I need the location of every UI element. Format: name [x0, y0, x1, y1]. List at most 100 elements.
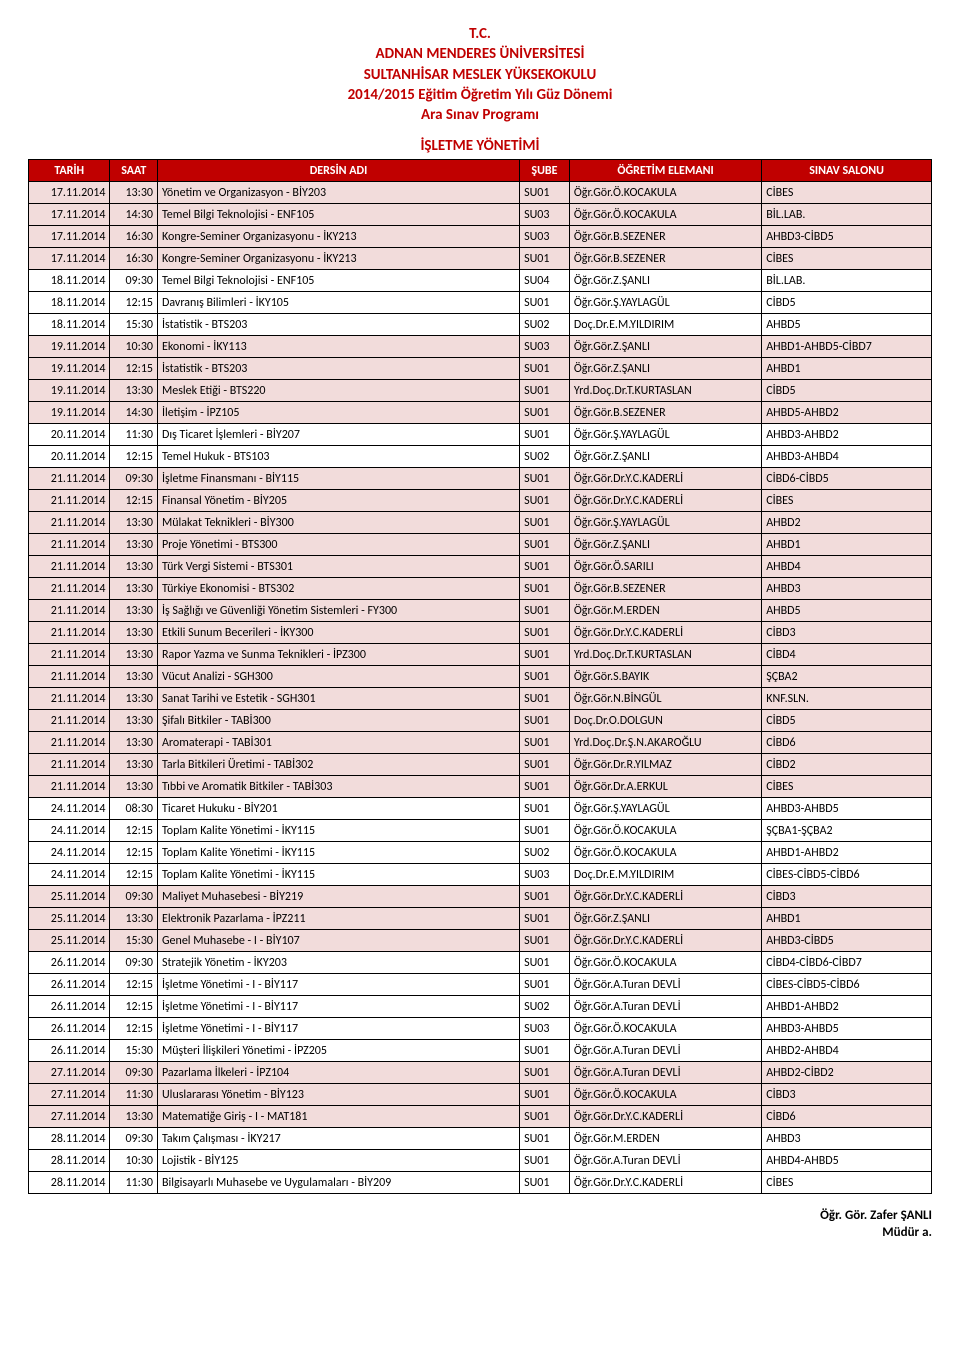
- table-cell: 27.11.2014: [29, 1084, 110, 1106]
- table-cell: Öğr.Gör.Dr.A.ERKUL: [569, 776, 761, 798]
- table-cell: CİBD4-CİBD6-CİBD7: [762, 952, 932, 974]
- table-row: 17.11.201413:30Yönetim ve Organizasyon -…: [29, 182, 932, 204]
- exam-schedule-table: TARİH SAAT DERSİN ADI ŞUBE ÖĞRETİM ELEMA…: [28, 159, 932, 1194]
- table-row: 21.11.201413:30Sanat Tarihi ve Estetik -…: [29, 688, 932, 710]
- table-row: 21.11.201413:30Tarla Bitkileri Üretimi -…: [29, 754, 932, 776]
- table-row: 18.11.201412:15Davranış Bilimleri - İKY1…: [29, 292, 932, 314]
- table-cell: 21.11.2014: [29, 578, 110, 600]
- table-cell: ŞÇBA1-ŞÇBA2: [762, 820, 932, 842]
- table-cell: 17.11.2014: [29, 248, 110, 270]
- table-cell: 12:15: [110, 974, 158, 996]
- table-cell: SU01: [520, 534, 570, 556]
- table-cell: İstatistik - BTS203: [157, 314, 519, 336]
- table-cell: Öğr.Gör.Dr.Y.C.KADERLİ: [569, 886, 761, 908]
- table-cell: SU01: [520, 1128, 570, 1150]
- table-row: 26.11.201415:30Müşteri İlişkileri Yöneti…: [29, 1040, 932, 1062]
- table-row: 25.11.201415:30Genel Muhasebe - I - BİY1…: [29, 930, 932, 952]
- table-cell: 09:30: [110, 1062, 158, 1084]
- table-cell: 16:30: [110, 226, 158, 248]
- table-cell: AHBD3-AHBD5: [762, 1018, 932, 1040]
- table-cell: AHBD5: [762, 314, 932, 336]
- table-cell: SU03: [520, 204, 570, 226]
- table-cell: Yrd.Doç.Dr.Ş.N.AKAROĞLU: [569, 732, 761, 754]
- table-cell: SU02: [520, 446, 570, 468]
- table-cell: SU01: [520, 578, 570, 600]
- table-row: 26.11.201409:30Stratejik Yönetim - İKY20…: [29, 952, 932, 974]
- table-cell: Doç.Dr.E.M.YILDIRIM: [569, 864, 761, 886]
- table-cell: 13:30: [110, 622, 158, 644]
- table-cell: 28.11.2014: [29, 1128, 110, 1150]
- table-cell: 21.11.2014: [29, 600, 110, 622]
- table-row: 26.11.201412:15İşletme Yönetimi - I - Bİ…: [29, 974, 932, 996]
- table-row: 21.11.201413:30Şifalı Bitkiler - TABİ300…: [29, 710, 932, 732]
- table-cell: 13:30: [110, 908, 158, 930]
- table-cell: AHBD2: [762, 512, 932, 534]
- table-cell: İşletme Yönetimi - I - BİY117: [157, 996, 519, 1018]
- table-cell: CİBES: [762, 182, 932, 204]
- table-cell: Takım Çalışması - İKY217: [157, 1128, 519, 1150]
- table-cell: 24.11.2014: [29, 798, 110, 820]
- table-cell: SU02: [520, 314, 570, 336]
- table-row: 18.11.201415:30İstatistik - BTS203SU02Do…: [29, 314, 932, 336]
- table-row: 25.11.201413:30Elektronik Pazarlama - İP…: [29, 908, 932, 930]
- table-cell: 19.11.2014: [29, 402, 110, 424]
- table-cell: 14:30: [110, 204, 158, 226]
- table-cell: Öğr.Gör.Z.ŞANLI: [569, 336, 761, 358]
- footer-title: Müdür a.: [28, 1225, 932, 1242]
- table-cell: SU01: [520, 600, 570, 622]
- table-row: 20.11.201412:15Temel Hukuk - BTS103SU02Ö…: [29, 446, 932, 468]
- table-cell: Öğr.Gör.B.SEZENER: [569, 248, 761, 270]
- table-cell: 21.11.2014: [29, 776, 110, 798]
- table-cell: Öğr.Gör.Ş.YAYLAGÜL: [569, 798, 761, 820]
- table-cell: İşletme Yönetimi - I - BİY117: [157, 974, 519, 996]
- table-cell: Maliyet Muhasebesi - BİY219: [157, 886, 519, 908]
- table-cell: CİBD6: [762, 732, 932, 754]
- table-cell: 12:15: [110, 358, 158, 380]
- table-cell: 18.11.2014: [29, 292, 110, 314]
- table-cell: CİBD5: [762, 380, 932, 402]
- table-cell: AHBD3: [762, 1128, 932, 1150]
- table-cell: Pazarlama İlkeleri - İPZ104: [157, 1062, 519, 1084]
- col-header-salon: SINAV SALONU: [762, 160, 932, 182]
- table-cell: CİBD3: [762, 1084, 932, 1106]
- table-cell: Müşteri İlişkileri Yönetimi - İPZ205: [157, 1040, 519, 1062]
- table-cell: SU01: [520, 1106, 570, 1128]
- table-cell: 25.11.2014: [29, 930, 110, 952]
- table-cell: 24.11.2014: [29, 842, 110, 864]
- table-cell: 16:30: [110, 248, 158, 270]
- table-cell: Türk Vergi Sistemi - BTS301: [157, 556, 519, 578]
- table-cell: SU01: [520, 644, 570, 666]
- table-cell: CİBES-CİBD5-CİBD6: [762, 974, 932, 996]
- section-title: İŞLETME YÖNETİMİ: [28, 137, 932, 155]
- table-row: 28.11.201410:30Lojistik - BİY125SU01Öğr.…: [29, 1150, 932, 1172]
- table-cell: Öğr.Gör.Dr.Y.C.KADERLİ: [569, 622, 761, 644]
- table-cell: Öğr.Gör.A.Turan DEVLİ: [569, 1040, 761, 1062]
- table-cell: AHBD3: [762, 578, 932, 600]
- table-cell: İstatistik - BTS203: [157, 358, 519, 380]
- table-cell: 09:30: [110, 952, 158, 974]
- table-cell: Uluslararası Yönetim - BİY123: [157, 1084, 519, 1106]
- table-cell: SU01: [520, 908, 570, 930]
- table-cell: SU01: [520, 424, 570, 446]
- table-cell: AHBD1-AHBD2: [762, 996, 932, 1018]
- table-cell: 21.11.2014: [29, 732, 110, 754]
- table-cell: SU01: [520, 732, 570, 754]
- table-row: 24.11.201412:15Toplam Kalite Yönetimi - …: [29, 820, 932, 842]
- table-row: 21.11.201413:30Türk Vergi Sistemi - BTS3…: [29, 556, 932, 578]
- table-cell: 26.11.2014: [29, 974, 110, 996]
- table-cell: 13:30: [110, 666, 158, 688]
- table-cell: Öğr.Gör.A.Turan DEVLİ: [569, 1062, 761, 1084]
- table-cell: 24.11.2014: [29, 864, 110, 886]
- table-cell: Öğr.Gör.Dr.Y.C.KADERLİ: [569, 1106, 761, 1128]
- table-cell: 09:30: [110, 468, 158, 490]
- table-cell: 13:30: [110, 644, 158, 666]
- table-cell: SU01: [520, 1150, 570, 1172]
- col-header-sube: ŞUBE: [520, 160, 570, 182]
- table-cell: Öğr.Gör.B.SEZENER: [569, 402, 761, 424]
- table-cell: AHBD3-AHBD2: [762, 424, 932, 446]
- table-cell: SU03: [520, 864, 570, 886]
- table-cell: 21.11.2014: [29, 512, 110, 534]
- table-cell: BİL.LAB.: [762, 270, 932, 292]
- table-cell: Kongre-Seminer Organizasyonu - İKY213: [157, 248, 519, 270]
- table-cell: Bilgisayarlı Muhasebe ve Uygulamaları - …: [157, 1172, 519, 1194]
